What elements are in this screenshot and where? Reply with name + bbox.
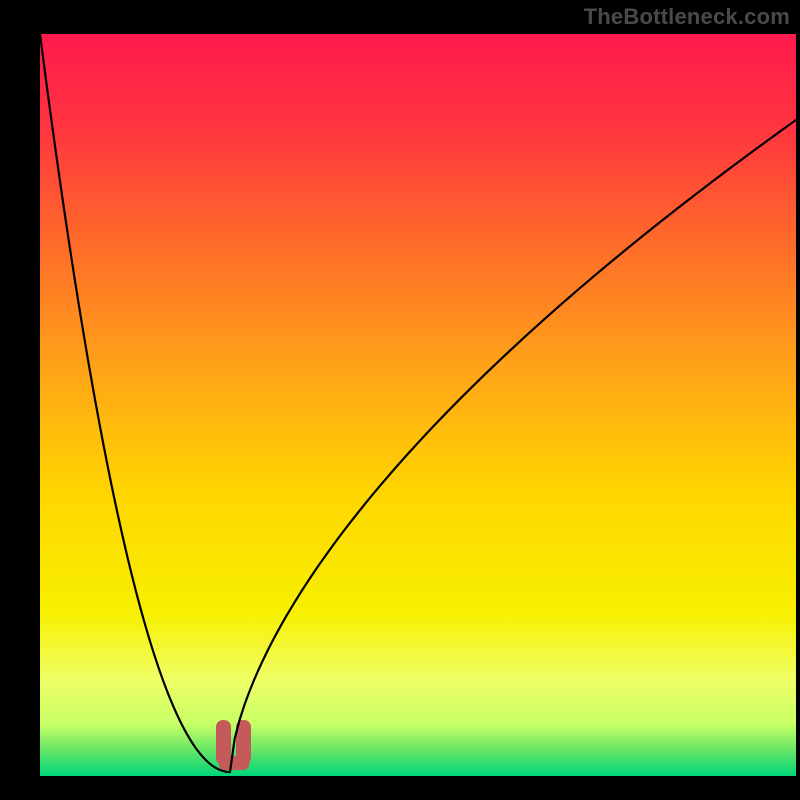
trough-marker <box>219 756 249 770</box>
chart-svg <box>0 0 800 800</box>
watermark-text: TheBottleneck.com <box>584 4 790 30</box>
figure-root: TheBottleneck.com <box>0 0 800 800</box>
plot-background-gradient <box>40 34 796 776</box>
